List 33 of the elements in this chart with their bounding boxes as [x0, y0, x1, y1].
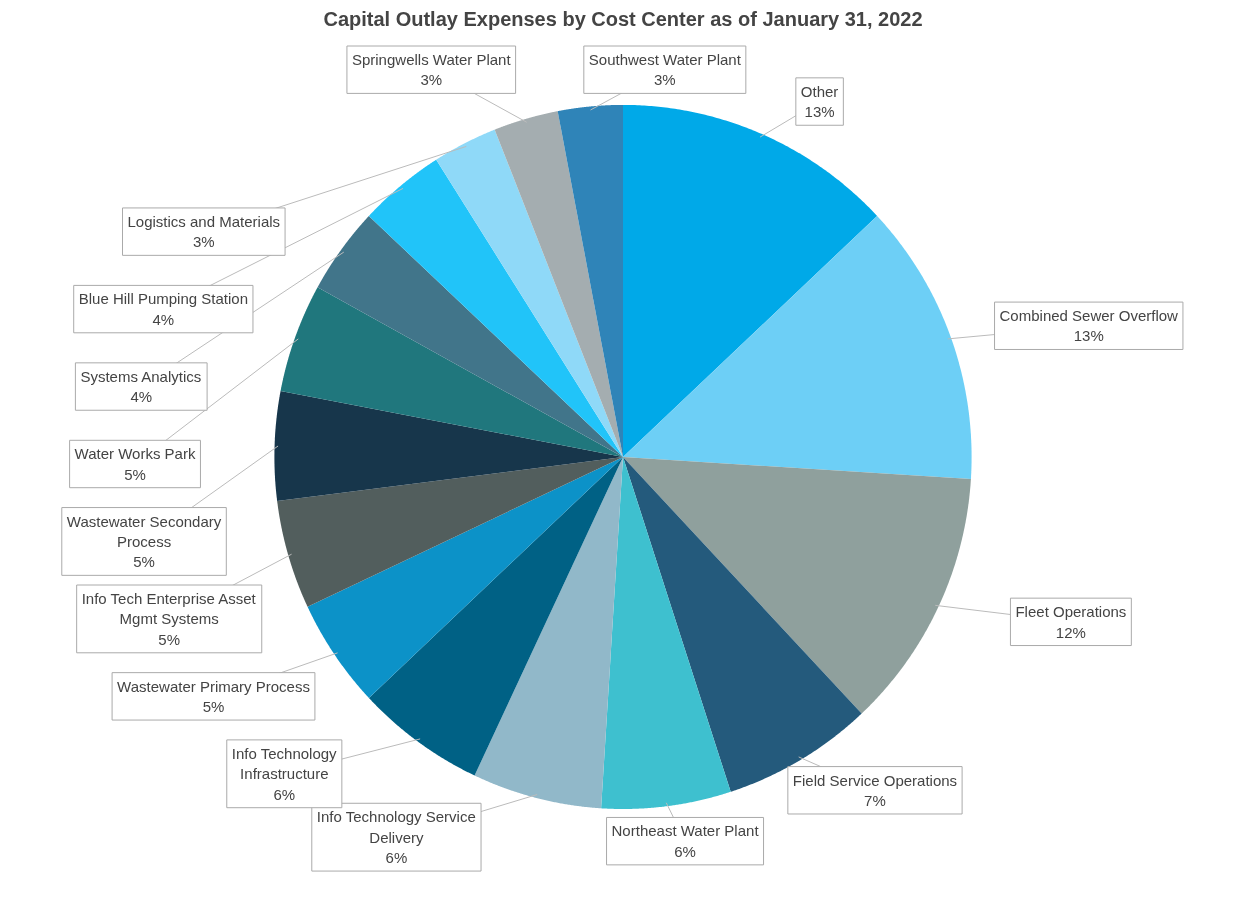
data-label: 4% [152, 310, 175, 328]
slice-label: Springwells Water Plant [351, 51, 512, 68]
slice-label: Wastewater Primary Process [117, 677, 310, 695]
slice-label: Field Service Operations [792, 771, 958, 789]
slice-label: Systems Analytics [80, 367, 202, 385]
data-label: 12% [1055, 623, 1086, 641]
data-label: 13% [1073, 327, 1104, 345]
data-label: 13% [804, 103, 835, 121]
data-label: 6% [273, 785, 296, 803]
data-label: 5% [202, 698, 225, 716]
data-label: 5% [158, 630, 181, 648]
slice-label: Info Tech Enterprise Asset Mgmt Systems [81, 590, 257, 628]
data-label: 4% [130, 388, 153, 406]
slice-label: Info Technology Infrastructure [231, 744, 338, 783]
slice-label: Logistics and Materials [127, 212, 281, 230]
slice-label: Wastewater Secondary Process [66, 512, 222, 550]
data-label: 6% [674, 842, 696, 860]
data-label: 3% [192, 233, 215, 251]
data-label: 3% [420, 71, 443, 89]
data-label: 7% [864, 791, 886, 809]
slice-label: Other [800, 82, 839, 100]
slice-label: Info Technology Service Delivery [316, 808, 476, 846]
data-label: 3% [653, 71, 676, 89]
slice-label: Water Works Park [74, 445, 196, 463]
slice-label: Southwest Water Plant [588, 51, 742, 68]
data-label: 6% [385, 849, 408, 867]
slice-label: Combined Sewer Overflow [999, 307, 1179, 325]
data-label: 5% [133, 553, 155, 571]
data-label: 5% [124, 465, 146, 483]
chart-title: Capital Outlay Expenses by Cost Center as of January 31, 2022 [323, 7, 923, 30]
slice-label: Fleet Operations [1015, 603, 1127, 621]
slice-label: Northeast Water Plant [611, 822, 760, 840]
slice-label: Blue Hill Pumping Station [78, 290, 248, 308]
